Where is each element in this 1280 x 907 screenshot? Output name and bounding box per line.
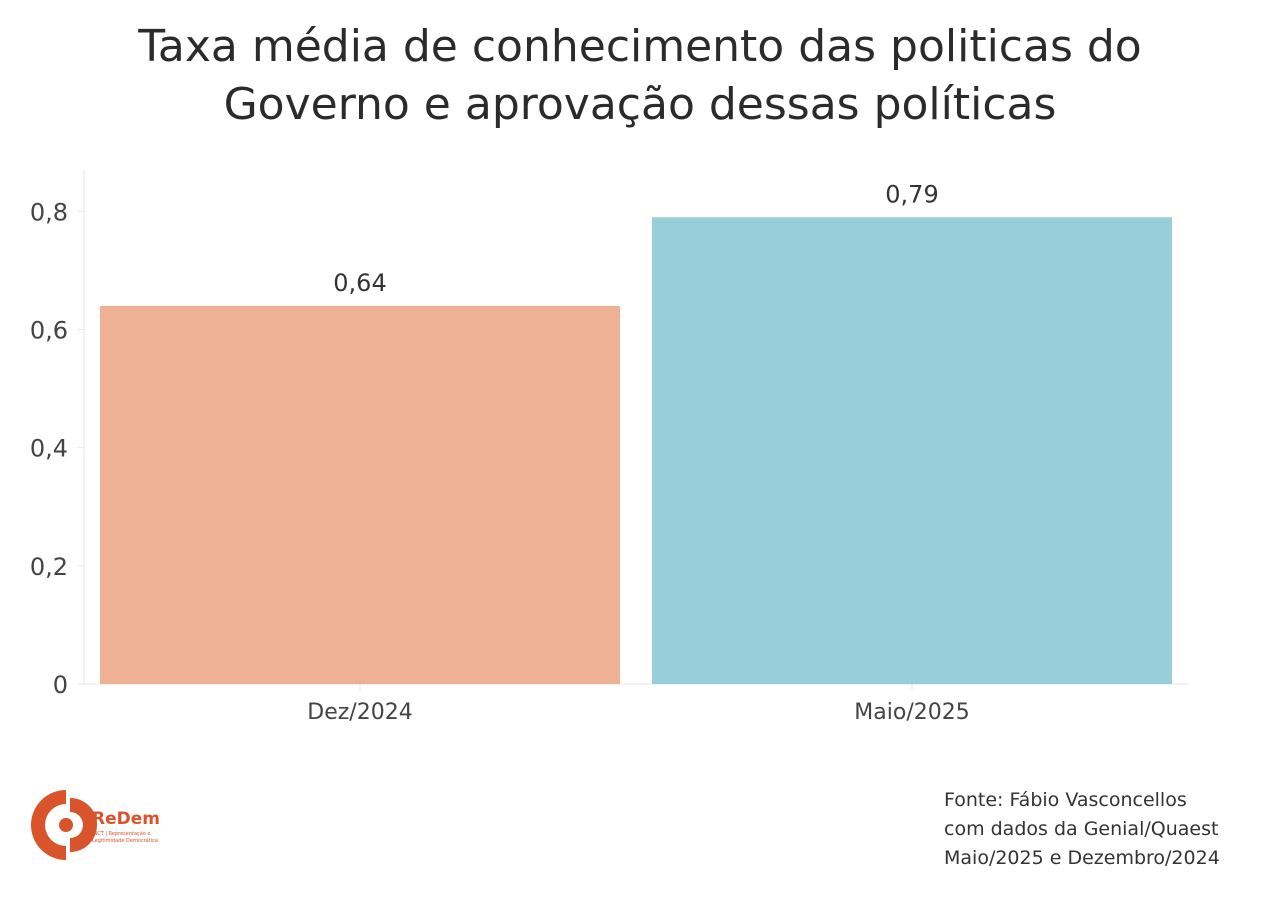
chart-title: Taxa média de conhecimento das politicas… xyxy=(0,18,1280,134)
source-line-2: com dados da Genial/Quaest xyxy=(944,818,1219,840)
chart-title-line-1: Taxa média de conhecimento das politicas… xyxy=(138,21,1142,72)
logo-name: ReDem xyxy=(92,809,160,829)
logo-tagline-1: INCT | Representação e xyxy=(92,831,151,837)
source-line-3: Maio/2025 e Dezembro/2024 xyxy=(944,847,1220,869)
bar-value-label: 0,64 xyxy=(333,269,386,297)
chart-bars xyxy=(100,217,1172,684)
source-note: Fonte: Fábio Vasconcellos com dados da G… xyxy=(944,786,1274,873)
chart-axes: 0 0,2 0,4 0,6 0,8 xyxy=(30,170,1188,699)
bar-2 xyxy=(652,217,1172,684)
y-tick-label: 0 xyxy=(53,671,68,699)
redem-logo-mark-icon xyxy=(31,790,97,860)
y-tick-label: 0,2 xyxy=(30,553,68,581)
x-tick-label: Maio/2025 xyxy=(854,700,969,725)
chart-title-line-2: Governo e aprovação dessas políticas xyxy=(223,79,1057,130)
y-tick-label: 0,6 xyxy=(30,317,68,345)
bar-1 xyxy=(100,305,620,684)
y-tick-label: 0,8 xyxy=(30,198,68,226)
logo-tagline-2: Legitimidade Democrática xyxy=(92,837,158,844)
y-tick-label: 0,4 xyxy=(30,435,68,463)
source-line-1: Fonte: Fábio Vasconcellos xyxy=(944,789,1187,811)
bar-chart: 0 0,2 0,4 0,6 0,8 0,64 Dez/2024 0,79 Maio/2025 xyxy=(30,170,1188,725)
bar-value-label: 0,79 xyxy=(885,180,938,208)
x-tick-label: Dez/2024 xyxy=(307,700,412,725)
redem-logo: ReDem INCT | Representação e Legitimidad… xyxy=(30,788,190,862)
chart-labels: 0,64 Dez/2024 0,79 Maio/2025 xyxy=(307,180,969,725)
